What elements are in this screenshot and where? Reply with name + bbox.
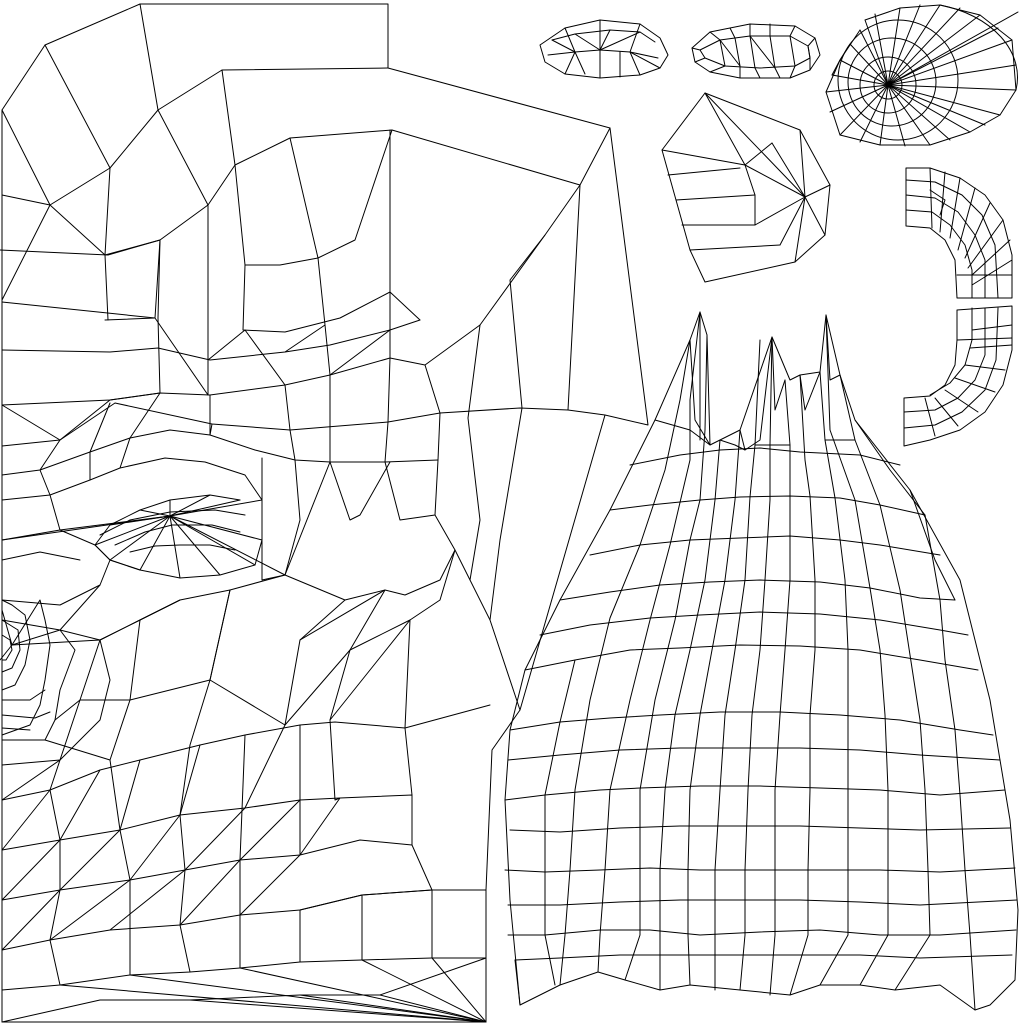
small-cap-island-left <box>539 19 669 79</box>
mouth-cluster <box>0 599 111 766</box>
jaw-fan <box>59 957 487 1023</box>
curved-strip-island-upper <box>905 167 1013 299</box>
curved-strip-island-lower <box>903 305 1013 447</box>
disc-spokes <box>825 4 1017 147</box>
five-sided-island <box>661 92 831 283</box>
radial-disc-island <box>825 4 1019 147</box>
eye-spokes <box>1 494 286 579</box>
torso-cloth-island <box>504 311 1019 1011</box>
head-face-island <box>0 3 649 1023</box>
small-cap-island-middle <box>691 23 821 79</box>
